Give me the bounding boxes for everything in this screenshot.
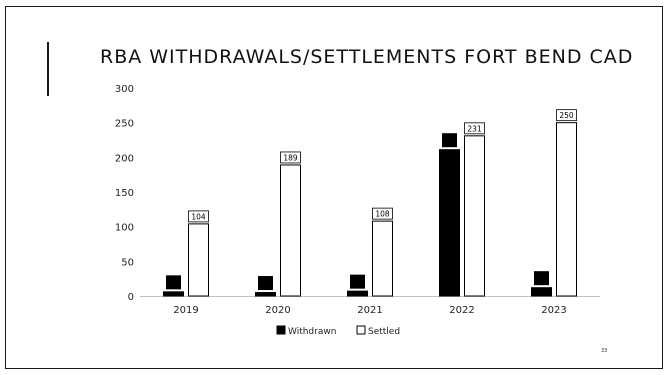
slide-frame — [5, 6, 663, 369]
bar-withdrawn-2022 — [439, 149, 460, 297]
bar-settled-2021 — [372, 220, 393, 297]
y-tick-label: 0 — [128, 292, 134, 303]
y-tick-label: 200 — [115, 153, 134, 164]
x-tick-label: 2020 — [265, 305, 290, 316]
data-label-withdrawn-2023 — [534, 271, 549, 286]
legend-label-settled: Settled — [368, 327, 400, 337]
data-label-withdrawn-2020 — [258, 276, 273, 291]
y-tick-label: 150 — [115, 188, 134, 199]
x-tick-label: 2023 — [541, 305, 566, 316]
bar-withdrawn-2021 — [347, 290, 368, 297]
bar-settled-2022 — [464, 135, 485, 297]
accent-bar — [47, 42, 49, 96]
slide-title: RBA WITHDRAWALS/SETTLEMENTS FORT BEND CA… — [100, 46, 634, 68]
y-tick-label: 250 — [115, 119, 134, 130]
data-label-box-settled-2021 — [372, 207, 393, 220]
bar-withdrawn-2023 — [531, 287, 552, 297]
bar-settled-2023 — [556, 122, 577, 297]
legend-swatch-withdrawn — [276, 325, 286, 335]
x-tick-label: 2022 — [449, 305, 474, 316]
data-label-withdrawn-2021 — [350, 274, 365, 289]
data-label-box-settled-2022 — [464, 122, 485, 135]
data-label-box-settled-2020 — [280, 151, 301, 164]
bar-settled-2019 — [188, 223, 209, 297]
data-label-settled-2022: 231 — [467, 124, 482, 133]
page-number: 33 — [601, 348, 608, 354]
bar-settled-2020 — [280, 164, 301, 297]
legend-label-withdrawn: Withdrawn — [288, 327, 336, 337]
data-label-withdrawn-2019 — [166, 275, 181, 290]
data-label-settled-2019: 104 — [191, 212, 206, 221]
legend-swatch-settled — [356, 325, 366, 335]
bar-withdrawn-2019 — [163, 291, 184, 297]
data-label-withdrawn-2022 — [442, 133, 457, 148]
data-label-box-settled-2023 — [556, 109, 577, 122]
y-tick-label: 50 — [121, 257, 134, 268]
data-label-settled-2023: 250 — [559, 111, 574, 120]
data-label-box-settled-2019 — [188, 210, 209, 223]
data-label-settled-2020: 189 — [283, 153, 298, 162]
x-tick-label: 2019 — [173, 305, 198, 316]
bar-withdrawn-2020 — [255, 292, 276, 297]
data-label-settled-2021: 108 — [375, 210, 390, 219]
y-tick-label: 300 — [115, 84, 134, 95]
x-tick-label: 2021 — [357, 305, 382, 316]
y-tick-label: 100 — [115, 223, 134, 234]
